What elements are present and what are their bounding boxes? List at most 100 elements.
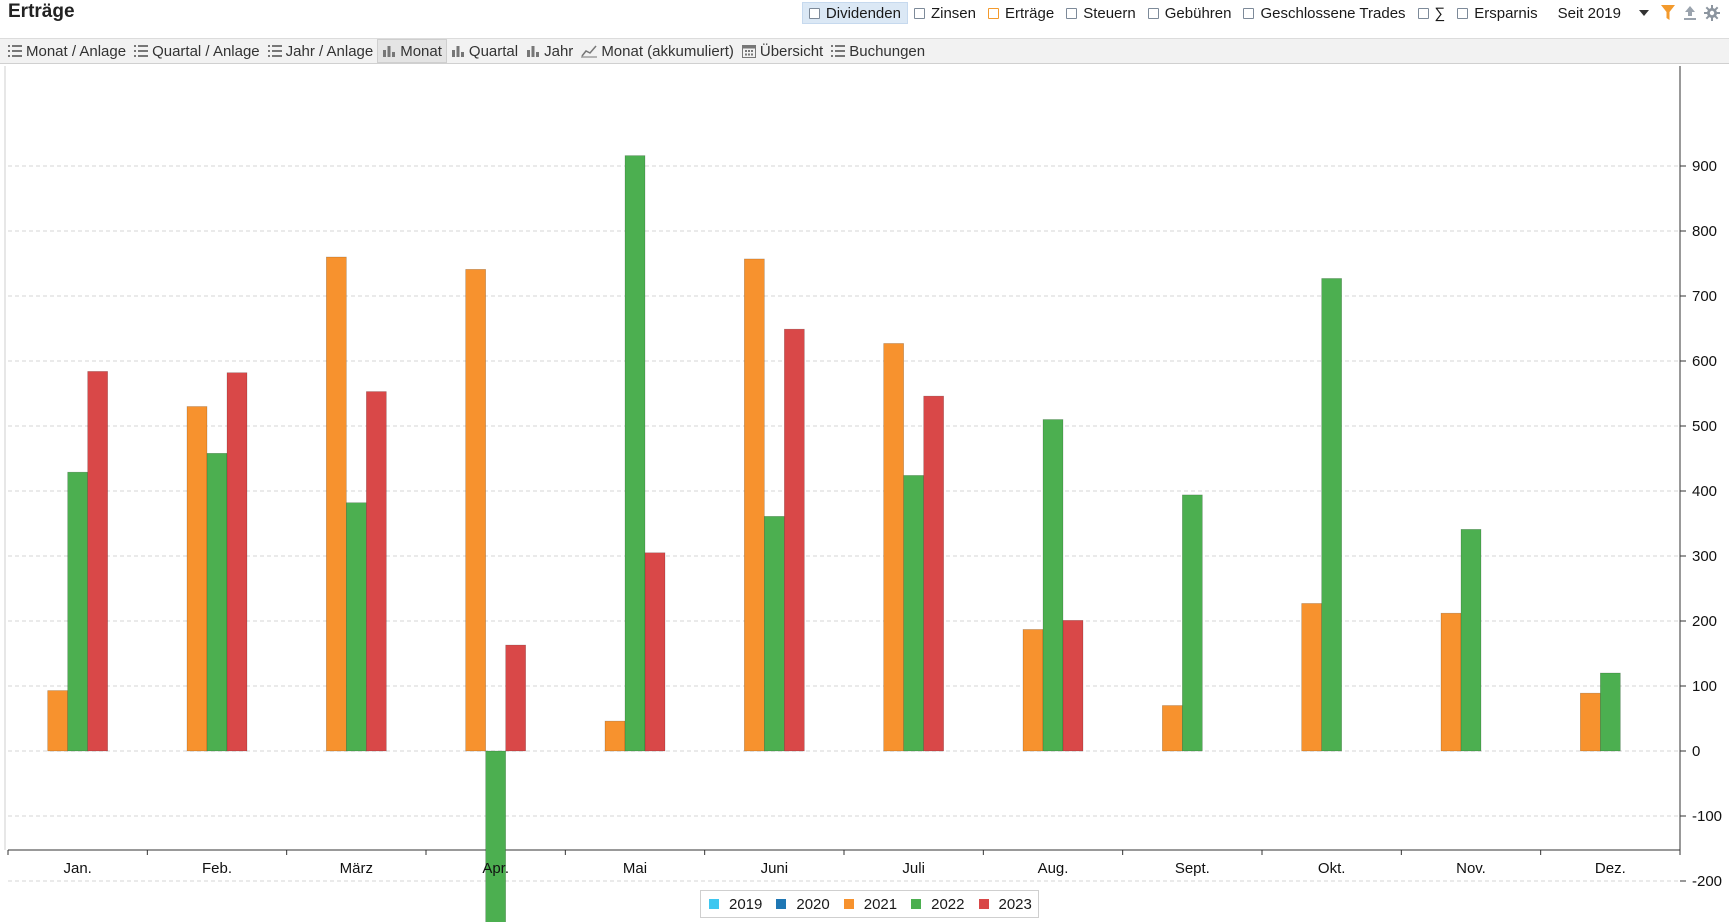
tab-buchungen[interactable]: Buchungen (827, 39, 929, 63)
bar-2022 (764, 516, 785, 752)
tab-label: Monat (akkumuliert) (601, 42, 734, 60)
bar-2021 (186, 406, 208, 752)
bar-2023 (87, 371, 108, 752)
tab-label: Übersicht (759, 42, 824, 60)
bar-2022 (1182, 494, 1203, 752)
bar-chart[interactable]: -200 -100 0 100 200 300 400 500 600 700 800 900 Jan.… (0, 64, 1729, 922)
legend-label: 2020 (796, 895, 830, 913)
y-tick-label: 700 (1692, 288, 1717, 305)
bar-2022 (624, 155, 646, 752)
bar-2021 (47, 690, 68, 752)
legend-item-2023[interactable]: 2023 (978, 896, 1032, 913)
legend-label: 2022 (931, 895, 965, 913)
legend-item-2022[interactable]: 2022 (911, 895, 965, 913)
filter-row: Dividenden Zinsen Erträge Steuern Gebühr… (801, 2, 1721, 24)
y-tick-label: -100 (1692, 808, 1722, 825)
bar-2023 (226, 372, 248, 752)
legend-label: 2021 (863, 895, 898, 913)
filter-label: Dividenden (825, 4, 901, 22)
bar-2022 (485, 750, 506, 922)
filter-zinsen[interactable]: Zinsen (908, 2, 982, 24)
checkbox-icon[interactable] (1417, 7, 1429, 19)
legend-swatch (843, 899, 854, 909)
filter-label: Ersparnis (1474, 4, 1538, 22)
x-tick-label: Juni (761, 860, 789, 877)
filter-ersparnis[interactable]: Ersparnis (1451, 2, 1543, 24)
export-icon[interactable] (1681, 4, 1699, 22)
tab-label: Monat / Anlage (26, 42, 127, 60)
bar-2021 (604, 720, 626, 752)
page-title: Erträge (8, 1, 75, 22)
x-tick-label: Nov. (1456, 860, 1486, 877)
checkbox-icon[interactable] (913, 7, 925, 19)
bar-2023 (505, 644, 526, 752)
tab-quartal-anlage[interactable]: Quartal / Anlage (130, 39, 264, 63)
tab-monat[interactable]: Monat (377, 39, 447, 63)
tab-label: Quartal / Anlage (152, 42, 260, 60)
bar-2021 (883, 343, 904, 752)
filter-ertraege[interactable]: Erträge (982, 2, 1060, 24)
checkbox-icon[interactable] (1147, 7, 1159, 19)
bar-2021 (1301, 603, 1322, 752)
legend-label: 2019 (729, 895, 763, 913)
checkbox-icon[interactable] (1243, 7, 1255, 19)
legend-swatch (978, 899, 989, 909)
legend-item-2019[interactable]: 2019 (709, 896, 762, 913)
bar-chart-icon (451, 46, 464, 57)
period-dropdown[interactable]: Seit 2019 (1544, 5, 1655, 22)
tab-monat-anlage[interactable]: Monat / Anlage (4, 39, 130, 63)
filter-dividenden[interactable]: Dividenden (801, 2, 908, 24)
tab-jahr[interactable]: Jahr (522, 39, 577, 63)
y-tick-label: 800 (1692, 223, 1717, 240)
checkbox-icon[interactable] (988, 7, 999, 19)
legend-item-2020[interactable]: 2020 (776, 895, 830, 913)
chevron-down-icon[interactable] (1639, 10, 1649, 16)
bar-chart-icon (527, 46, 540, 57)
x-tick-label: Jan. (63, 860, 91, 877)
tab-label: Buchungen (849, 42, 926, 60)
checkbox-icon[interactable] (808, 7, 820, 19)
y-tick-label: 900 (1692, 158, 1717, 175)
filter-summe[interactable]: ∑ (1412, 2, 1452, 24)
filter-icon[interactable] (1659, 4, 1677, 22)
legend-item-2021[interactable]: 2021 (843, 895, 898, 913)
x-tick-label: Apr. (482, 860, 509, 877)
view-tabs: Monat / Anlage Quartal / Anlage Jahr / A… (0, 38, 1729, 64)
bar-2021 (744, 258, 765, 752)
legend-swatch (776, 899, 787, 909)
y-tick-label: 100 (1692, 678, 1717, 695)
bar-2022 (1460, 529, 1482, 752)
gear-icon[interactable] (1703, 4, 1721, 22)
filter-label: Steuern (1083, 4, 1136, 22)
tab-label: Jahr / Anlage (285, 42, 374, 60)
filter-label: Zinsen (930, 4, 976, 22)
bar-2023 (644, 552, 666, 752)
bar-2021 (1580, 692, 1601, 752)
chart-area: -200 -100 0 100 200 300 400 500 600 700 800 900 Jan.… (0, 64, 1729, 922)
filter-label: ∑ (1434, 4, 1446, 22)
period-label: Seit 2019 (1557, 4, 1621, 22)
bar-chart-icon (383, 46, 396, 57)
y-tick-label: -200 (1692, 873, 1722, 890)
filter-geschlossene-trades[interactable]: Geschlossene Trades (1237, 2, 1411, 24)
bar-2022 (1600, 672, 1621, 752)
y-tick-label: 400 (1692, 483, 1717, 500)
checkbox-icon[interactable] (1457, 7, 1469, 19)
filter-label: Erträge (1005, 4, 1055, 22)
bar-2021 (326, 256, 347, 752)
bar-2021 (465, 269, 486, 752)
bar-2023 (784, 328, 805, 752)
bar-2022 (1042, 419, 1064, 752)
tab-quartal[interactable]: Quartal (447, 39, 522, 63)
tab-monat-akkumuliert[interactable]: Monat (akkumuliert) (577, 39, 738, 63)
legend-swatch (709, 899, 719, 909)
checkbox-icon[interactable] (1066, 7, 1078, 19)
tab-jahr-anlage[interactable]: Jahr / Anlage (264, 39, 378, 63)
bar-2021 (1162, 705, 1183, 752)
filter-steuern[interactable]: Steuern (1060, 2, 1142, 24)
filter-gebuehren[interactable]: Gebühren (1142, 2, 1238, 24)
calendar-icon (741, 45, 756, 58)
chart-legend: 2019 2020 2021 2022 2023 (700, 890, 1039, 918)
x-tick-label: Mai (623, 860, 647, 877)
tab-uebersicht[interactable]: Übersicht (738, 39, 827, 63)
